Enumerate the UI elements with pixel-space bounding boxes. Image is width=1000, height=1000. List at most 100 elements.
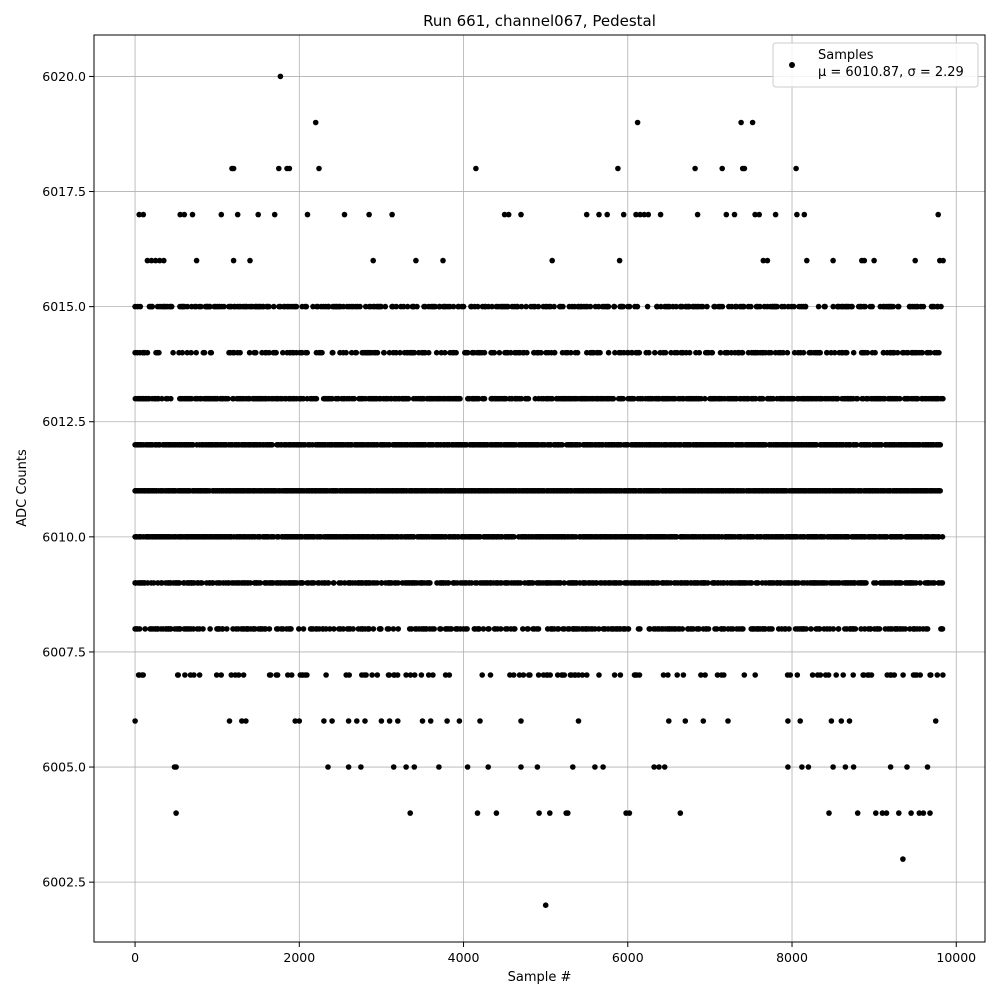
sample-point [605,303,612,310]
data-point [378,718,385,724]
data-point [234,211,241,218]
sample-point [730,626,736,632]
data-point [842,764,849,770]
data-point [485,764,492,770]
data-point [940,257,946,264]
sample-point [253,349,259,356]
sample-point [864,349,871,356]
sample-point [427,580,433,586]
sample-point [218,672,224,678]
y-tick-label: 6005.0 [42,760,86,775]
sample-point [518,395,525,402]
sample-point [741,303,747,310]
data-point [189,211,196,218]
legend-stats: μ = 6010.87, σ = 2.29 [818,65,964,80]
sample-point [247,580,254,586]
sample-point [486,626,492,632]
sample-point [595,303,602,310]
sample-point [869,303,875,310]
data-point [156,257,163,264]
sample-point [890,303,896,310]
data-point [255,211,261,218]
sample-point [939,580,946,586]
sample-point [523,303,529,310]
data-point [161,257,167,264]
sample-point [895,303,902,310]
sample-point [246,349,253,356]
data-point [645,211,652,218]
data-point [230,165,237,172]
sample-point [538,349,544,356]
sample-point [704,303,710,310]
sample-point [394,672,401,678]
sample-point [432,303,439,310]
data-point [505,211,512,218]
sample-point [271,303,277,310]
data-point [427,718,434,724]
sample-point [535,626,542,632]
sample-point [266,626,273,632]
data-point [700,718,707,724]
sample-point [936,349,942,356]
y-tick-label: 6007.5 [42,644,86,659]
sample-point [257,580,264,586]
sample-point [224,626,230,632]
y-tick-label: 6010.0 [42,529,86,544]
data-point [656,764,662,770]
sample-point [662,349,669,356]
sample-point [699,303,706,310]
data-point [600,764,606,770]
sample-point [674,672,680,678]
sample-point [644,303,651,310]
sample-point [496,349,503,356]
sample-point [873,580,879,586]
data-point [924,764,931,770]
sample-point [303,303,310,310]
data-point [542,902,549,908]
data-point [760,257,767,264]
data-point [828,718,835,724]
sample-point [575,672,582,678]
data-point [243,718,249,724]
sample-point [755,580,761,586]
data-point [846,718,853,724]
sample-point [794,672,801,678]
data-point [501,211,508,218]
sample-point [460,303,467,310]
sample-point [491,349,498,356]
sample-point [156,349,162,356]
data-point [725,718,731,724]
data-point [436,764,442,770]
sample-point [825,672,832,678]
sample-point [679,626,686,632]
sample-point [852,626,859,632]
data-point [358,764,364,770]
sample-point [655,580,661,586]
sample-point [741,672,748,678]
data-point [772,211,779,218]
sample-point [425,349,432,356]
sample-point [579,672,586,678]
legend-marker [789,62,795,68]
data-point [592,764,598,770]
x-tick-label: 6000 [612,950,644,965]
sample-point [784,349,791,356]
sample-point [587,303,594,310]
data-point [626,810,633,816]
data-point [148,257,155,264]
sample-point [808,626,814,632]
sample-point [323,672,329,678]
sample-point [516,672,523,678]
data-point [764,257,771,264]
sample-point [938,303,944,310]
data-point [321,718,327,724]
sample-point [927,349,934,356]
sample-point [225,395,231,402]
data-point [473,165,479,172]
sample-point [561,580,567,586]
data-point [181,211,188,218]
sample-point [611,672,618,678]
data-point [596,211,602,218]
sample-point [414,303,420,310]
